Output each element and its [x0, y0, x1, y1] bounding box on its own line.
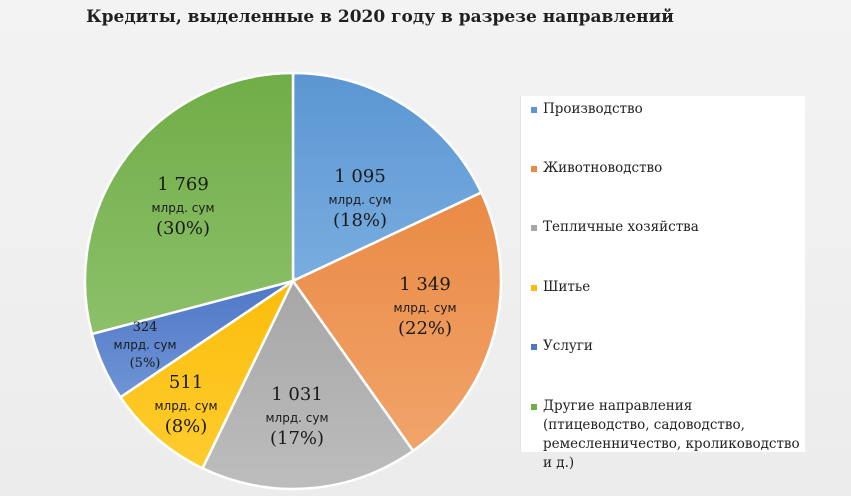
slice-unit-label: млрд. сум — [393, 301, 456, 315]
legend-item: Животноводство — [531, 159, 801, 178]
legend-label: Тепличные хозяйства — [543, 219, 699, 235]
slice-value-label: 1 095 — [334, 166, 386, 187]
slice-percent-label: (8%) — [165, 416, 208, 437]
legend-item: Тепличные хозяйства — [531, 218, 801, 237]
pie-slice — [291, 190, 503, 453]
legend-label: Другие направления (птицеводство, садово… — [543, 398, 800, 471]
slice-percent-label: (17%) — [270, 428, 324, 449]
legend-swatch — [531, 344, 537, 350]
legend-swatch — [531, 225, 537, 231]
legend-label: Животноводство — [543, 160, 663, 176]
slice-value-label: 511 — [169, 372, 203, 393]
legend-label: Шитье — [543, 279, 591, 295]
pie-slice — [118, 277, 297, 470]
slice-percent-label: (18%) — [333, 210, 387, 231]
slice-unit-label: млрд. сум — [154, 399, 217, 413]
slice-value-label: 324 — [133, 320, 158, 335]
slice-unit-label: млрд. сум — [265, 411, 328, 425]
slice-unit-label: млрд. сум — [151, 201, 214, 215]
legend-item: Услуги — [531, 337, 801, 356]
legend-label: Услуги — [543, 338, 593, 354]
slice-percent-label: (5%) — [130, 356, 161, 371]
slice-percent-label: (22%) — [398, 318, 452, 339]
pie-slice — [200, 278, 415, 491]
legend-swatch — [531, 166, 537, 172]
slice-value-label: 1 349 — [399, 274, 451, 295]
chart-legend: Производство Животноводство Тепличные хозя… — [520, 96, 805, 471]
legend-swatch — [531, 285, 537, 291]
legend-label: Производство — [543, 101, 643, 117]
pie-slice — [291, 71, 483, 283]
chart-title: Кредиты, выделенные в 2020 году в разрез… — [86, 7, 674, 27]
legend-item: Производство — [531, 100, 801, 119]
slice-unit-label: млрд. сум — [328, 193, 391, 207]
slice-unit-label: млрд. сум — [113, 338, 176, 352]
legend-swatch — [531, 404, 537, 410]
legend-item: Шитье — [531, 278, 801, 297]
slice-percent-label: (30%) — [156, 218, 210, 239]
slice-value-label: 1 031 — [271, 384, 323, 405]
slice-value-label: 1 769 — [157, 174, 209, 195]
pie-slice — [83, 71, 295, 336]
legend-swatch — [531, 107, 537, 113]
legend-item: Другие направления (птицеводство, садово… — [531, 397, 801, 473]
